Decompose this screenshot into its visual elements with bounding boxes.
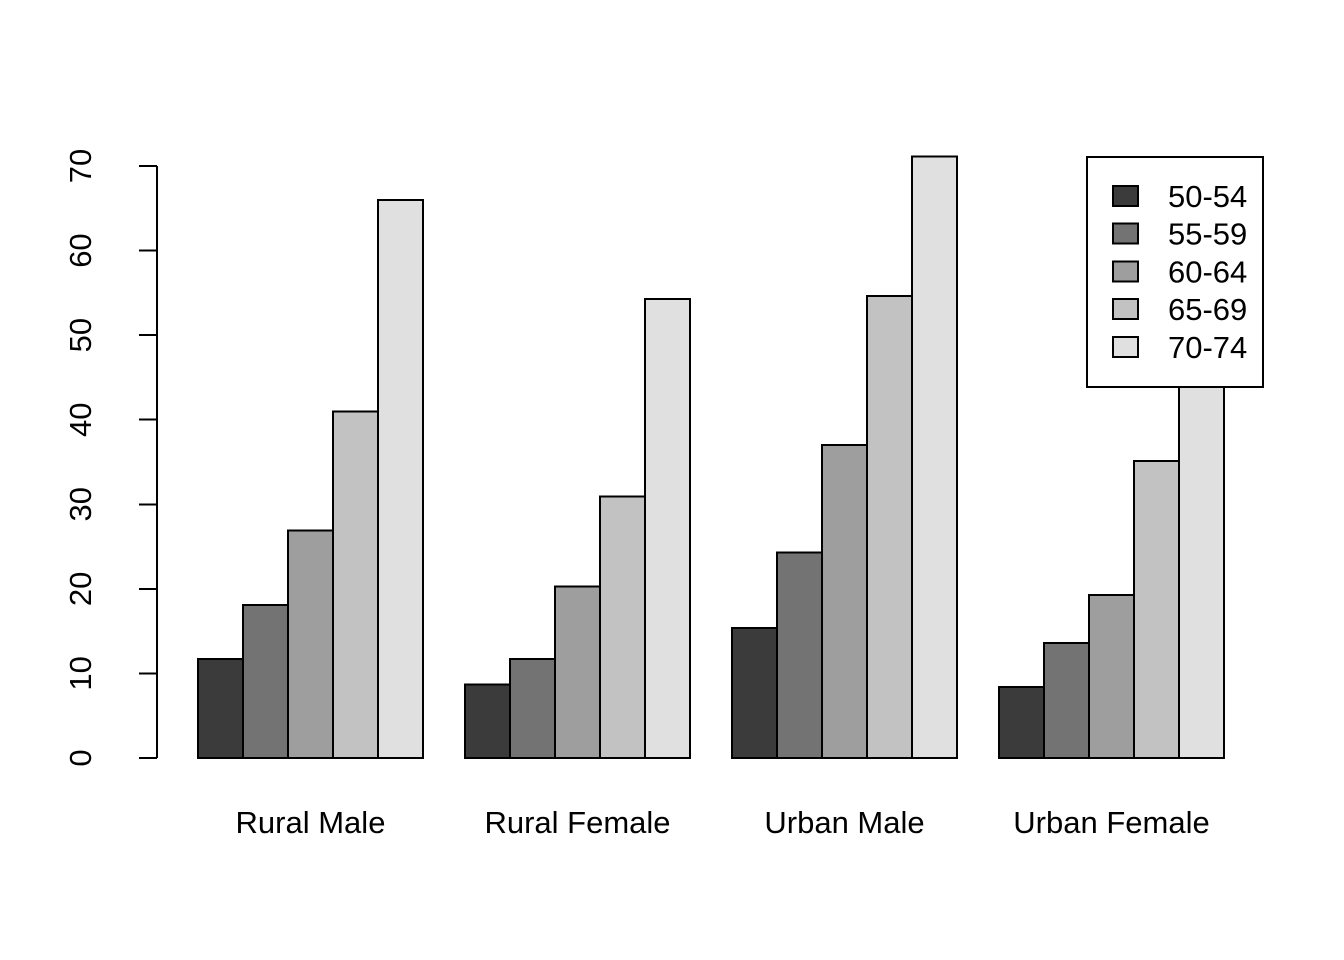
x-category-label: Rural Male [236,805,386,840]
bar-urban-female-50-54 [998,685,1045,760]
bar-urban-female-70-74 [1178,334,1225,759]
bar-rural-male-65-69 [332,410,379,759]
legend-label-55-59: 55-59 [1168,217,1247,252]
bar-rural-female-55-59 [509,658,556,760]
legend-swatch-60-64 [1112,260,1139,283]
bar-rural-male-55-59 [242,603,289,759]
bar-urban-male-55-59 [776,551,823,760]
y-tick-label: 50 [63,318,98,352]
y-tick-label: 30 [63,487,98,521]
bar-rural-female-65-69 [599,495,646,759]
x-category-label: Urban Female [1013,805,1209,840]
y-tick-label: 40 [63,402,98,436]
y-tick-label: 60 [63,233,98,267]
x-category-label: Urban Male [764,805,924,840]
legend-swatch-55-59 [1112,222,1139,245]
bar-urban-female-65-69 [1133,460,1180,759]
legend-label-60-64: 60-64 [1168,254,1247,289]
legend-label-65-69: 65-69 [1168,292,1247,327]
bar-urban-male-70-74 [911,155,958,759]
legend-label-50-54: 50-54 [1168,179,1247,214]
legend-swatch-65-69 [1112,298,1139,321]
y-tick-label: 0 [63,749,98,766]
bar-urban-female-60-64 [1088,593,1135,760]
bar-rural-female-70-74 [644,297,691,759]
bar-urban-male-65-69 [866,295,913,759]
bar-rural-male-60-64 [287,529,334,760]
bar-urban-male-60-64 [821,444,868,759]
legend-swatch-70-74 [1112,335,1139,358]
x-category-label: Rural Female [484,805,670,840]
bar-rural-male-50-54 [197,658,244,760]
y-tick-label: 10 [63,656,98,690]
bar-rural-female-60-64 [554,585,601,759]
legend-swatch-50-54 [1112,185,1139,207]
legend-label-70-74: 70-74 [1168,330,1247,365]
bar-urban-male-50-54 [731,626,778,760]
y-tick-label: 20 [63,572,98,606]
bar-rural-male-70-74 [377,198,424,760]
bar-urban-female-55-59 [1043,641,1090,759]
y-tick-label: 70 [63,149,98,183]
bar-rural-female-50-54 [464,683,511,759]
